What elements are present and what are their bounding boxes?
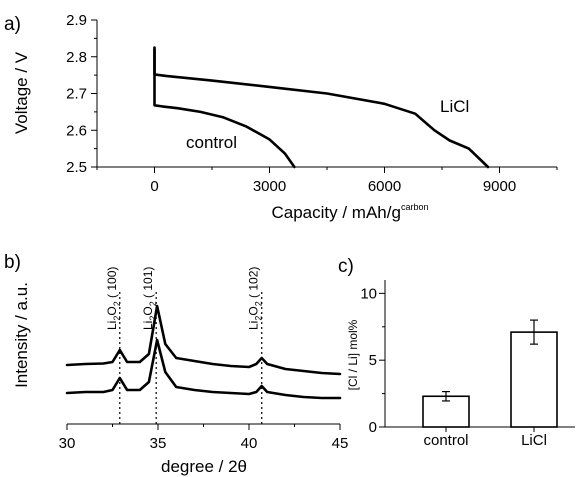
- series-label-control: control: [186, 133, 237, 152]
- reference-label-part: O: [247, 306, 261, 315]
- panel-a-y-tick-label: 2.7: [66, 86, 87, 103]
- panel-b: b) 30 35 40 45 Li2O2 ( 100)Li2O2 ( 101)Li2O…: [4, 252, 348, 476]
- panel-c-label: c): [338, 256, 354, 277]
- reference-label-part: 2: [254, 316, 264, 321]
- panel-b-x-tick-label: 35: [150, 435, 167, 452]
- panel-b-label: b): [4, 252, 21, 273]
- panel-a-curves: [153, 46, 490, 169]
- series-label-licl: LiCl: [440, 97, 469, 116]
- reference-label--101-: Li2O2 ( 101): [141, 267, 158, 330]
- reference-label--100-: Li2O2 ( 100): [105, 267, 122, 330]
- panel-a-y-axis-title: Voltage / V: [12, 51, 31, 134]
- reference-label-part: 2: [148, 316, 158, 321]
- reference-label-part: 2: [254, 301, 264, 306]
- bar-licl: [510, 331, 558, 428]
- panel-a: a) 0 3000 6000 9000 2.5 2.6 2.7 2.8 2.9 LiCl con…: [4, 12, 558, 222]
- panel-c-bars: control LiCl: [422, 319, 558, 449]
- xrd-pattern-licl: [65, 304, 342, 376]
- panel-a-y-tick-label: 2.8: [66, 49, 87, 66]
- panel-a-y-tick-label: 2.6: [66, 122, 87, 139]
- panel-b-curves: [65, 304, 342, 400]
- panel-b-x-axis-title: degree / 2θ: [161, 457, 247, 476]
- reference-label-part: O: [141, 306, 155, 315]
- panel-a-x-axis-title-main: Capacity / mAh/g: [272, 203, 401, 222]
- panel-a-x-tick-label: 9000: [483, 178, 516, 195]
- reference-label-part: ( 100): [105, 267, 119, 302]
- panel-a-x-axis-title-superscript: carbon: [401, 202, 429, 212]
- reference-label-part: Li: [141, 321, 155, 330]
- panel-b-reference-lines: Li2O2 ( 100)Li2O2 ( 101)Li2O2 ( 102): [105, 267, 264, 424]
- panel-c-ticks: 0 5 10: [360, 285, 385, 436]
- panel-c-y-tick-label: 10: [360, 285, 377, 302]
- reference-label-part: ( 102): [247, 267, 261, 302]
- panel-a-ticks: 0 3000 6000 9000 2.5 2.6 2.7 2.8 2.9: [66, 12, 558, 195]
- series-line-control: [153, 48, 296, 169]
- reference-label-part: 2: [112, 316, 122, 321]
- category-label-control: control: [423, 432, 468, 449]
- reference-label-part: 2: [112, 301, 122, 306]
- xrd-pattern-control: [65, 338, 342, 400]
- panel-c: c) 0 5 10 control LiCl [Cl / Li] mol%: [338, 256, 575, 449]
- panel-c-y-tick-label: 0: [369, 419, 377, 436]
- reference-label-part: Li: [105, 321, 119, 330]
- panel-a-x-tick-label: 3000: [253, 178, 286, 195]
- panel-c-y-tick-label: 5: [369, 352, 377, 369]
- category-label-licl: LiCl: [521, 432, 547, 449]
- reference-label-part: Li: [247, 321, 261, 330]
- panel-a-y-tick-label: 2.5: [66, 159, 87, 176]
- panel-b-x-tick-label: 30: [59, 435, 76, 452]
- panel-a-label: a): [4, 14, 21, 35]
- reference-label-part: ( 101): [141, 267, 155, 302]
- reference-label-part: O: [105, 306, 119, 315]
- reference-label-part: 2: [148, 301, 158, 306]
- panel-c-y-axis-title: [Cl / Li] mol%: [346, 319, 360, 390]
- panel-b-ticks: 30 35 40 45: [59, 424, 349, 452]
- panel-a-x-tick-label: 0: [150, 178, 158, 195]
- panel-b-y-axis-title: Intensity / a.u.: [12, 282, 31, 388]
- reference-label--102-: Li2O2 ( 102): [247, 267, 264, 330]
- panel-b-x-tick-label: 40: [241, 435, 258, 452]
- panel-a-x-tick-label: 6000: [368, 178, 401, 195]
- panel-b-x-tick-label: 45: [332, 435, 349, 452]
- panel-a-x-axis-title: Capacity / mAh/gcarbon: [272, 202, 429, 222]
- panel-a-y-tick-label: 2.9: [66, 12, 87, 29]
